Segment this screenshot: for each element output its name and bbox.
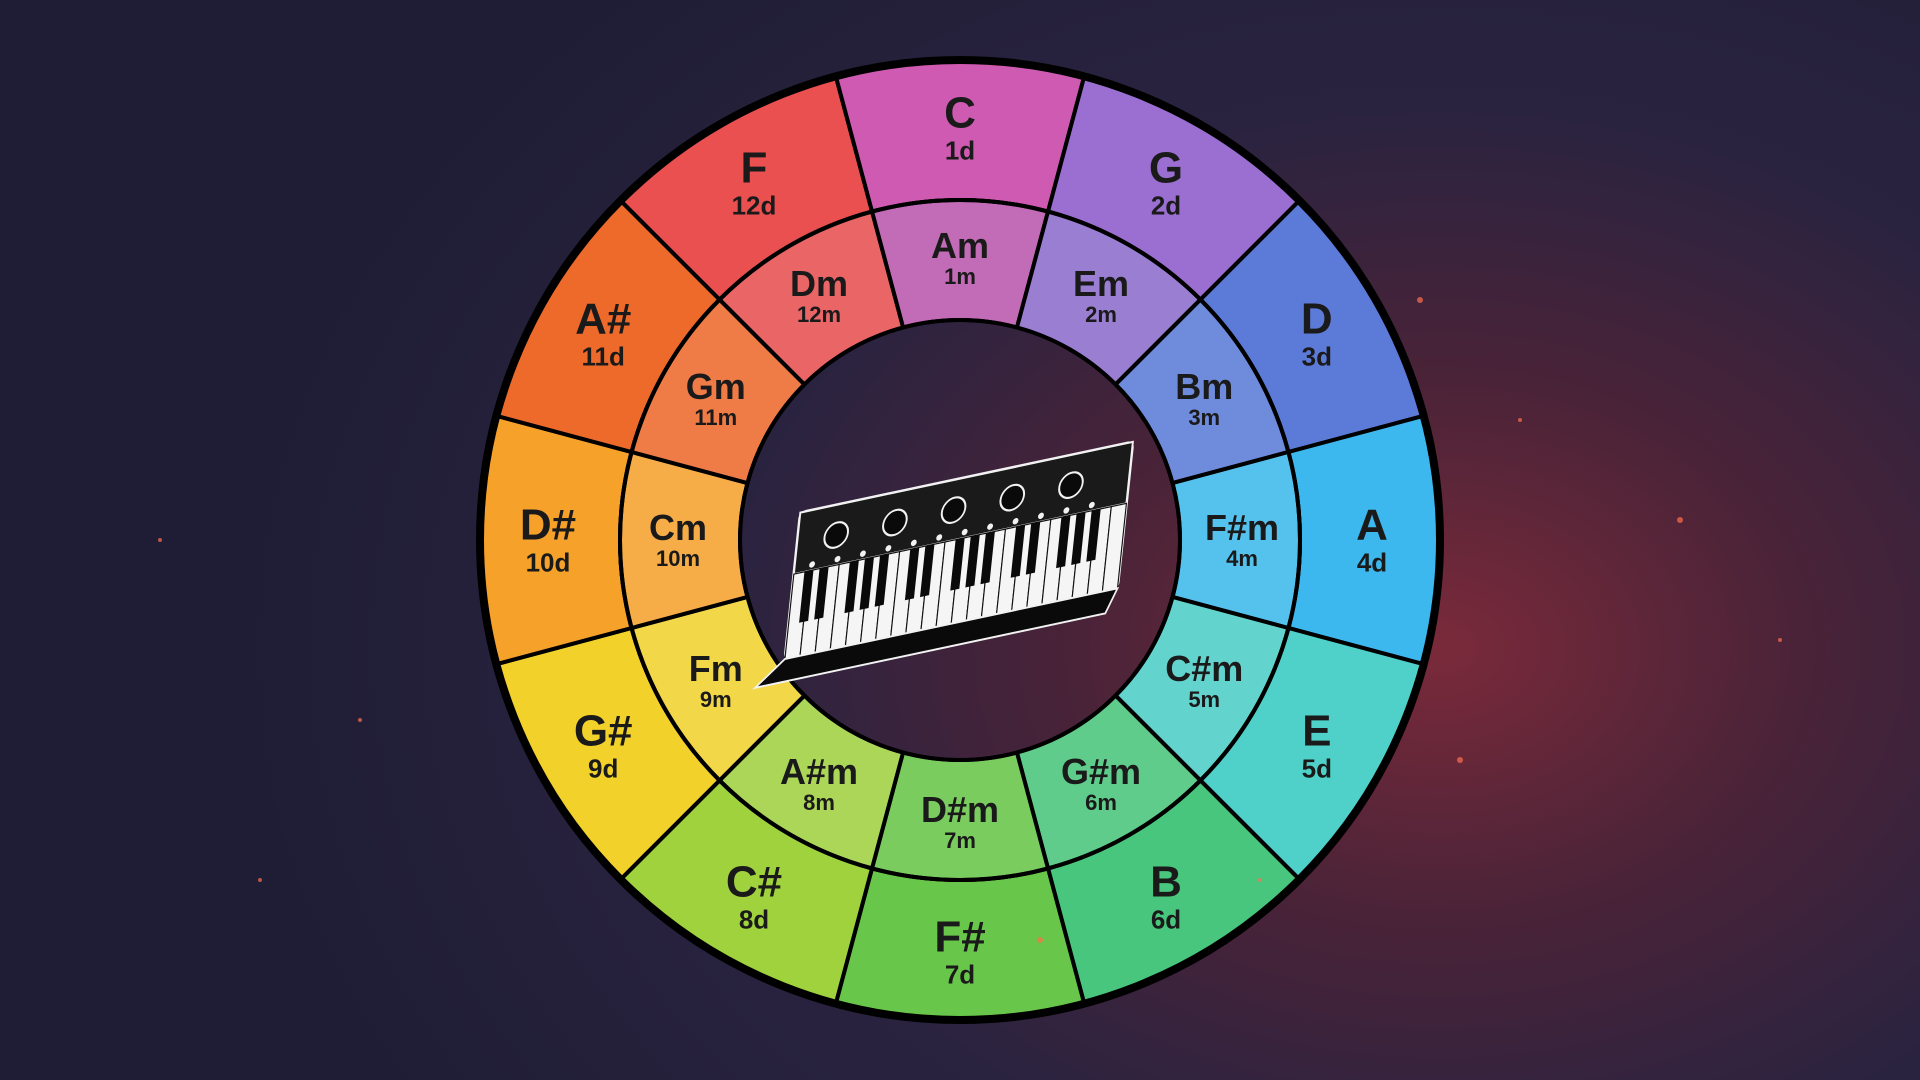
inner-code-text: 4m	[1205, 547, 1279, 571]
outer-key-text: B	[1150, 859, 1182, 905]
outer-code-text: 9d	[574, 755, 633, 784]
inner-key-text: Dm	[790, 265, 848, 303]
spark-8	[258, 878, 262, 882]
inner-key-text: Am	[931, 227, 989, 265]
inner-code-text: 2m	[1073, 303, 1129, 327]
outer-code-text: 4d	[1356, 549, 1388, 578]
inner-key-text: D#m	[921, 791, 999, 829]
outer-code-text: 11d	[575, 343, 631, 372]
spark-2	[1677, 517, 1683, 523]
spark-0	[1417, 297, 1423, 303]
outer-label-5: B6d	[1150, 859, 1182, 934]
inner-label-2: Bm3m	[1175, 368, 1233, 430]
outer-key-text: A#	[575, 297, 631, 343]
outer-label-11: F12d	[732, 146, 777, 221]
outer-key-text: F#	[934, 915, 985, 961]
inner-code-text: 12m	[790, 303, 848, 327]
inner-label-10: Gm11m	[686, 368, 746, 430]
inner-label-5: G#m6m	[1061, 753, 1141, 815]
outer-label-4: E5d	[1302, 709, 1332, 784]
inner-key-text: Bm	[1175, 368, 1233, 406]
spark-9	[158, 538, 162, 542]
outer-code-text: 5d	[1302, 755, 1332, 784]
inner-label-11: Dm12m	[790, 265, 848, 327]
outer-key-text: G	[1149, 146, 1183, 192]
inner-key-text: Gm	[686, 368, 746, 406]
outer-code-text: 6d	[1150, 906, 1182, 935]
inner-key-text: F#m	[1205, 509, 1279, 547]
outer-code-text: 2d	[1149, 192, 1183, 221]
outer-label-2: D3d	[1301, 297, 1333, 372]
outer-label-9: D#10d	[520, 503, 576, 578]
outer-code-text: 3d	[1301, 343, 1333, 372]
spark-7	[358, 718, 362, 722]
inner-key-text: Cm	[649, 509, 707, 547]
inner-key-text: A#m	[780, 753, 858, 791]
inner-code-text: 8m	[780, 791, 858, 815]
inner-code-text: 7m	[921, 829, 999, 853]
inner-label-8: Fm9m	[689, 650, 743, 712]
outer-label-1: G2d	[1149, 146, 1183, 221]
inner-key-text: G#m	[1061, 753, 1141, 791]
inner-key-text: Fm	[689, 650, 743, 688]
inner-label-9: Cm10m	[649, 509, 707, 571]
outer-key-text: D	[1301, 297, 1333, 343]
outer-code-text: 7d	[934, 961, 985, 990]
inner-label-4: C#m5m	[1165, 650, 1243, 712]
inner-label-3: F#m4m	[1205, 509, 1279, 571]
outer-code-text: 10d	[520, 549, 576, 578]
inner-label-7: A#m8m	[780, 753, 858, 815]
inner-code-text: 5m	[1165, 688, 1243, 712]
outer-label-6: F#7d	[934, 915, 985, 990]
spark-6	[1037, 937, 1043, 943]
outer-label-10: A#11d	[575, 297, 631, 372]
inner-code-text: 3m	[1175, 406, 1233, 430]
inner-code-text: 1m	[931, 265, 989, 289]
outer-key-text: F	[732, 146, 777, 192]
spark-4	[1457, 757, 1463, 763]
outer-key-text: E	[1302, 709, 1332, 755]
spark-3	[1778, 638, 1782, 642]
spark-5	[1258, 878, 1262, 882]
inner-code-text: 10m	[649, 547, 707, 571]
outer-code-text: 8d	[726, 906, 782, 935]
outer-label-0: C1d	[944, 91, 976, 166]
wheel-label-layer: C1dAm1mG2dEm2mD3dBm3mA4dF#m4mE5dC#m5mB6d…	[470, 50, 1450, 1030]
outer-key-text: C#	[726, 859, 782, 905]
inner-label-1: Em2m	[1073, 265, 1129, 327]
inner-code-text: 11m	[686, 406, 746, 430]
outer-key-text: A	[1356, 503, 1388, 549]
outer-key-text: G#	[574, 709, 633, 755]
outer-key-text: C	[944, 91, 976, 137]
camelot-wheel-stage: C1dAm1mG2dEm2mD3dBm3mA4dF#m4mE5dC#m5mB6d…	[470, 50, 1450, 1030]
inner-label-0: Am1m	[931, 227, 989, 289]
inner-code-text: 9m	[689, 688, 743, 712]
inner-key-text: C#m	[1165, 650, 1243, 688]
outer-code-text: 12d	[732, 192, 777, 221]
outer-label-3: A4d	[1356, 503, 1388, 578]
outer-code-text: 1d	[944, 137, 976, 166]
inner-code-text: 6m	[1061, 791, 1141, 815]
outer-label-8: G#9d	[574, 709, 633, 784]
spark-1	[1518, 418, 1522, 422]
inner-label-6: D#m7m	[921, 791, 999, 853]
outer-label-7: C#8d	[726, 859, 782, 934]
outer-key-text: D#	[520, 503, 576, 549]
inner-key-text: Em	[1073, 265, 1129, 303]
